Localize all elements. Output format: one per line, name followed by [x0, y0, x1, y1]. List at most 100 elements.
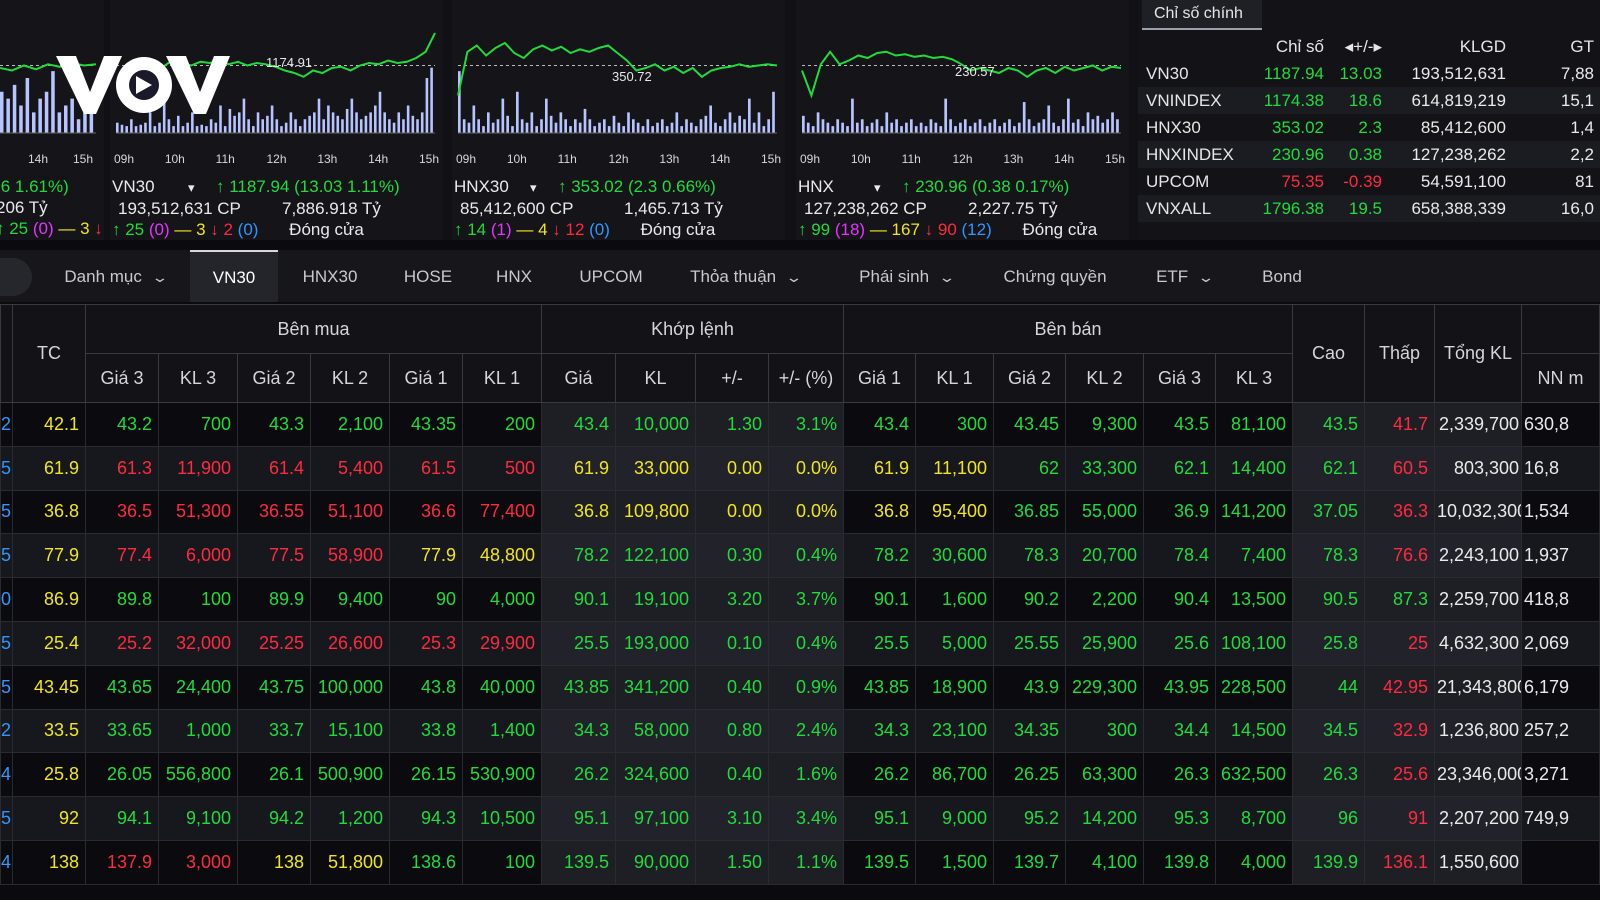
cell: 43.75 [237, 664, 311, 710]
tab-label: HNX30 [302, 267, 358, 286]
chevron-down-icon[interactable]: ▾ [530, 180, 537, 195]
tab-hnx30[interactable]: HNX30 [286, 250, 374, 302]
table-row[interactable]: 2 42.1 43.2 700 43.3 2,100 43.35 200 43.4 10,000 1… [0, 402, 1600, 447]
row-edge: 5 [0, 533, 13, 579]
cell: 34.35 [993, 708, 1067, 754]
table-row[interactable]: 5 77.9 77.4 6,000 77.5 58,900 77.9 48,800 78.2 12… [0, 533, 1600, 579]
tab-vn30[interactable]: VN30 [190, 250, 278, 302]
cell: 109,800 [615, 489, 697, 535]
table-row[interactable]: 2 33.5 33.65 1,000 33.7 15,100 33.8 1,400 34.3 58… [0, 708, 1600, 754]
cell: 138.6 [389, 839, 463, 885]
cell: 137.9 [85, 839, 159, 885]
chevron-down-icon[interactable]: ▾ [874, 180, 881, 195]
change-text: .6 1.61%) [0, 177, 69, 196]
cell: 25.3 [389, 620, 463, 666]
volume-bar [709, 105, 712, 133]
volume-bar [219, 105, 222, 133]
tab-bond[interactable]: Bond [1242, 250, 1322, 302]
index-panel-partial[interactable]: 14h 15h .6 1.61%) 206 Tỷ↑ 25 (0) — 3 ↓ 2 (… [0, 0, 104, 240]
row-edge: 0 [0, 577, 13, 622]
cell: 3.7% [768, 577, 845, 622]
tab-phái-sinh[interactable]: Phái sinh ⌄ [836, 250, 976, 302]
volume-bar [462, 119, 466, 133]
cell: 33.7 [237, 708, 311, 754]
cell: 26.3 [1143, 752, 1217, 798]
cell: 24,400 [158, 664, 238, 710]
volume-bar [1027, 119, 1031, 133]
cell: 9,100 [158, 796, 238, 841]
cell: 33.8 [389, 708, 463, 754]
time-axis: 09h 10h 11h 12h 13h 14h 15h [796, 152, 1129, 166]
cell: 11,900 [158, 445, 238, 491]
value-line: 206 Tỷ [0, 197, 104, 218]
chevron-down-icon: ⌄ [1197, 269, 1215, 285]
breadth-text: — 3 [53, 219, 90, 238]
volume-bar [125, 126, 128, 133]
cell: 77.4 [85, 533, 159, 579]
intraday-chart [801, 50, 1122, 134]
cell: 0.00 [695, 489, 770, 535]
cell: 632,500 [1215, 752, 1294, 798]
table-row[interactable]: 5 36.8 36.5 51,300 36.55 51,100 36.6 77,400 36.8… [0, 489, 1600, 535]
table-row[interactable]: 5 43.45 43.65 24,400 43.75 100,000 43.8 40,000 4… [0, 664, 1600, 710]
chevron-down-icon: ⌄ [785, 269, 803, 285]
volume-bar [416, 119, 419, 133]
volume-bar [32, 112, 36, 133]
table-row[interactable]: 0 86.9 89.8 100 89.9 9,400 90 4,000 90.1 19,100 3.… [0, 577, 1600, 622]
cell: 26.15 [389, 752, 463, 798]
cell: 2,200 [1065, 577, 1145, 622]
volume-bar [336, 115, 340, 133]
row-edge: 5 [0, 796, 13, 841]
volume-bar [477, 119, 480, 133]
cell: 100,000 [310, 664, 390, 710]
table-row[interactable]: 4 138 137.9 3,000 138 51,800 138.6 100 139.5 90,0… [0, 839, 1600, 885]
table-row[interactable]: 4 25.8 26.05 556,800 26.1 500,900 26.15 530,900… [0, 752, 1600, 798]
cell: 1.1% [768, 839, 845, 885]
cell: 37.05 [1292, 489, 1366, 535]
index-panel-hnx[interactable]: 230.57 09h 10h 11h 12h 13h 14h 15h HNX ▾ ↑ 230.9… [796, 0, 1129, 240]
volume-bar [176, 115, 180, 133]
tab-etf[interactable]: ETF ⌄ [1136, 250, 1232, 302]
cell: 0.0% [768, 489, 845, 535]
indices-row[interactable]: UPCOM 75.35 -0.39 54,591,100 81 [1138, 168, 1600, 195]
volume-bar [491, 122, 495, 133]
volume-bar [89, 105, 94, 133]
tab-upcom[interactable]: UPCOM [560, 250, 662, 302]
tab-danh-mục[interactable]: Danh mục ⌄ [40, 250, 190, 302]
indices-row[interactable]: VN30 1187.94 13.03 193,512,631 7,88 [1138, 60, 1600, 87]
volume-bar [1062, 119, 1065, 133]
cell: 60.5 [1364, 445, 1436, 491]
tab-thỏa-thuận[interactable]: Thỏa thuận ⌄ [670, 250, 820, 302]
volume-bar [1096, 115, 1100, 133]
chevron-down-icon[interactable]: ▾ [188, 180, 195, 195]
volume-bar [944, 98, 948, 133]
time-tick: 15h [1105, 152, 1126, 166]
table-row[interactable]: 5 92 94.1 9,100 94.2 1,200 94.3 10,500 95.1 97,10… [0, 796, 1600, 841]
indices-name: HNXINDEX [1138, 141, 1248, 168]
tab-hnx[interactable]: HNX [478, 250, 550, 302]
table-row[interactable]: 5 61.9 61.3 11,900 61.4 5,400 61.5 500 61.9 33,00… [0, 445, 1600, 491]
indices-row[interactable]: VNXALL 1796.38 19.5 658,388,339 16,0 [1138, 195, 1600, 222]
cell: 26.05 [85, 752, 159, 798]
main-indices-tab[interactable]: Chỉ số chính [1142, 0, 1262, 30]
volume-bar [826, 122, 830, 133]
tab-chứng-quyền[interactable]: Chứng quyền [984, 250, 1126, 302]
index-panel-vn30[interactable]: 1174.91 09h 10h 11h 12h 13h 14h 15h VN30 ▾ ↑ 118… [110, 0, 443, 240]
table-row[interactable]: 5 25.4 25.2 32,000 25.25 26,600 25.3 29,900 25.5… [0, 620, 1600, 666]
tab-label: Chứng quyền [1003, 267, 1107, 286]
volume-bar [303, 119, 307, 133]
index-panel-hnx30[interactable]: 350.72 09h 10h 11h 12h 13h 14h 15h HNX30 ▾ ↑ 353… [452, 0, 785, 240]
volume-bar [1052, 122, 1055, 133]
indices-row[interactable]: VNINDEX 1174.38 18.6 614,819,219 15,1 [1138, 87, 1600, 114]
volume-bar [134, 126, 138, 133]
indices-row[interactable]: HNX30 353.02 2.3 85,412,600 1,4 [1138, 114, 1600, 141]
cell: 138 [237, 839, 311, 885]
volume-bar [728, 112, 732, 133]
sidebar-toggle[interactable] [0, 258, 32, 296]
indices-row[interactable]: HNXINDEX 230.96 0.38 127,238,262 2,2 [1138, 141, 1600, 168]
volume-bar [294, 119, 297, 133]
tab-hose[interactable]: HOSE [386, 250, 470, 302]
volume-bar [1106, 119, 1109, 133]
cell: 61.5 [389, 445, 463, 491]
status-text: Đóng cửa [1017, 220, 1098, 239]
